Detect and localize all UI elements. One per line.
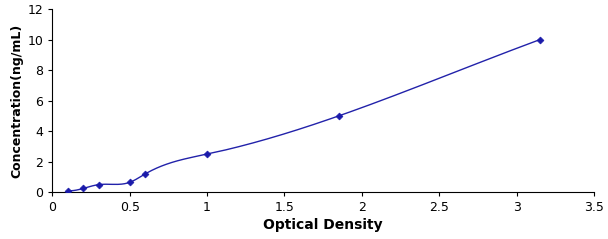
Y-axis label: Concentration(ng/mL): Concentration(ng/mL) [10,24,23,178]
X-axis label: Optical Density: Optical Density [263,218,383,233]
